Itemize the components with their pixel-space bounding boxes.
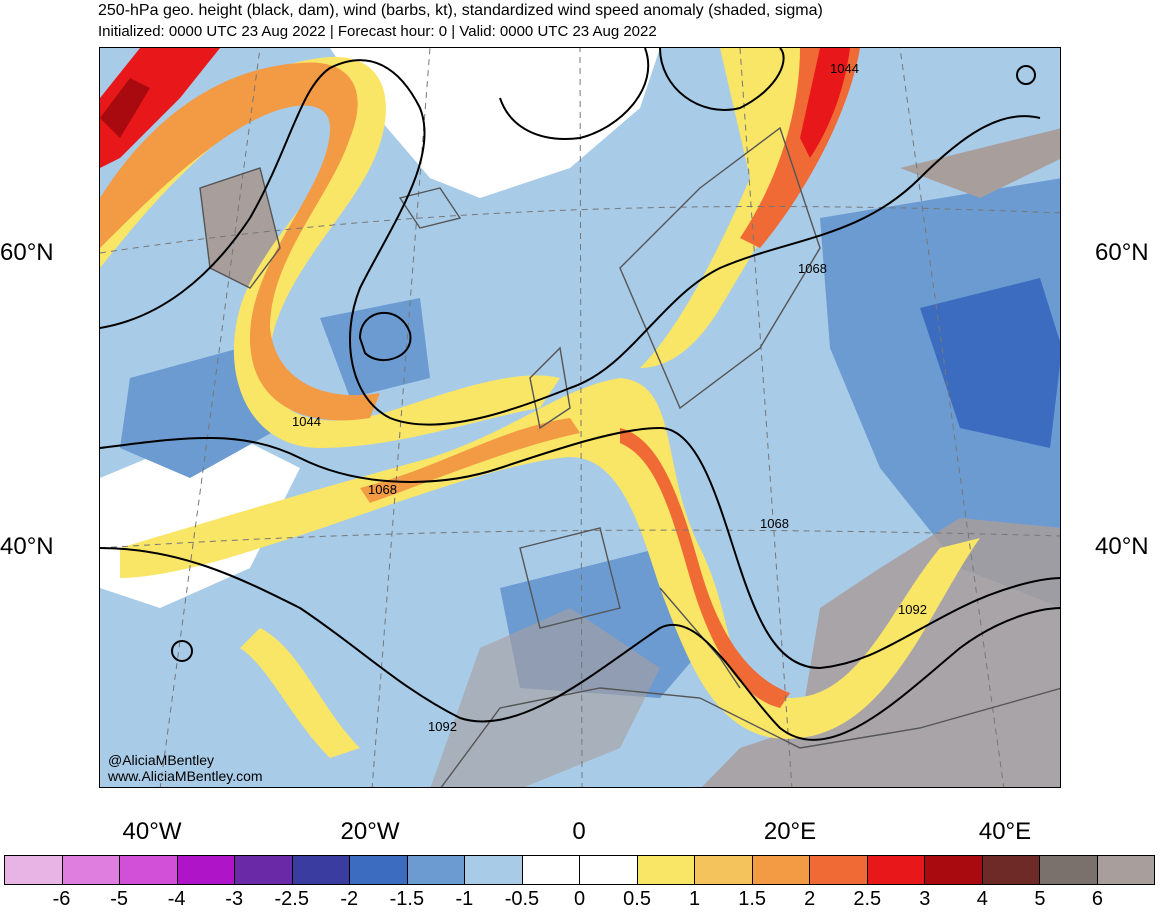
colorbar-tick-label: 3	[919, 888, 931, 910]
neutral-area	[330, 48, 660, 198]
colorbar-tick-label: -6	[52, 888, 71, 910]
contour-label: 1068	[798, 261, 827, 276]
contour-label: 1068	[760, 516, 789, 531]
chart-title: 250-hPa geo. height (black, dam), wind (…	[98, 2, 823, 19]
lat-label-60n-right: 60°N	[1095, 239, 1149, 266]
colorbar-tick-label: -3	[225, 888, 244, 910]
negative-anomaly-area	[320, 298, 430, 398]
map-canvas: 1044 1044 1068 1068 1068 1092 1092	[100, 48, 1060, 787]
colorbar-tick-label: 0	[573, 888, 586, 910]
colorbar-swatch	[292, 856, 350, 884]
lon-label-20w: 20°W	[340, 818, 400, 845]
british-isles-coast	[529, 346, 571, 430]
contour-label: 1092	[898, 602, 927, 617]
colorbar-swatch	[925, 856, 983, 884]
colorbar-tick-label: -2	[340, 888, 359, 910]
contour-1068	[100, 426, 1060, 670]
colorbar-swatch	[982, 856, 1040, 884]
colorbar-swatch	[695, 856, 753, 884]
credit-handle: @AliciaMBentley	[108, 752, 215, 768]
credit-website: www.AliciaMBentley.com	[108, 768, 263, 784]
contour-label: 1068	[368, 482, 397, 497]
colorbar-tick-label: 6	[1091, 888, 1103, 910]
colorbar-swatch	[810, 856, 868, 884]
chart-subtitle: Initialized: 0000 UTC 23 Aug 2022 | Fore…	[98, 23, 657, 40]
grey-area	[430, 608, 660, 787]
scandinavia-coast	[619, 126, 821, 410]
colorbar-swatch	[1097, 856, 1154, 884]
colorbar-tick-label: 0.5	[623, 888, 651, 910]
colorbar-tick-label: 2	[804, 888, 816, 910]
map-panel: 1044 1044 1068 1068 1068 1092 1092	[99, 47, 1061, 788]
lon-label-0: 0	[572, 818, 586, 845]
lat-label-40n-right: 40°N	[1095, 533, 1149, 560]
jet-streak-yellow	[120, 378, 980, 739]
colorbar	[4, 855, 1155, 885]
contour-label-group: 1044 1044 1068 1068 1068 1092 1092	[292, 61, 927, 734]
grey-area	[900, 128, 1060, 198]
contour-label: 1044	[292, 414, 321, 429]
colorbar-tick-label: -1.5	[389, 888, 425, 910]
contour-north	[499, 48, 650, 140]
contour-1092	[100, 547, 1060, 741]
small-contour-circle	[1016, 65, 1036, 85]
longitude-line-0	[579, 48, 583, 787]
jet-streak-orange	[100, 62, 380, 421]
low-center-contour	[358, 311, 412, 362]
colorbar-swatch	[235, 856, 293, 884]
jet-streak-darkred	[100, 78, 150, 138]
colorbar-swatch	[867, 856, 925, 884]
colorbar-swatch	[465, 856, 523, 884]
lon-label-40w: 40°W	[122, 818, 182, 845]
colorbar-tick-label: 5	[1034, 888, 1046, 910]
contour-north-2	[659, 48, 785, 111]
lat-label-40n-left: 40°N	[0, 533, 54, 560]
contour-label: 1044	[830, 61, 859, 76]
contour-label: 1092	[428, 719, 457, 734]
longitude-line-20w	[371, 48, 431, 787]
graticule	[100, 48, 1060, 787]
jet-streak-yellow	[240, 628, 360, 758]
colorbar-swatch	[752, 856, 810, 884]
latitude-line-60n	[100, 205, 1060, 254]
iceland-coast	[398, 187, 462, 229]
colorbar-swatch	[637, 856, 695, 884]
colorbar-tick-label: 4	[976, 888, 988, 910]
colorbar-tick-label: -1	[455, 888, 474, 910]
height-contours	[100, 48, 1060, 741]
negative-anomaly-area	[920, 278, 1060, 448]
colorbar-swatch	[120, 856, 178, 884]
greenland-coast	[199, 167, 281, 289]
negative-anomaly-area	[820, 178, 1060, 608]
lon-label-40e: 40°E	[978, 818, 1032, 845]
colorbar-tick-label: -5	[110, 888, 128, 910]
colorbar-swatch	[62, 856, 120, 884]
colorbar-tick-label: 1	[689, 888, 701, 910]
lon-label-20e: 20°E	[763, 818, 817, 845]
longitude-line-40w	[159, 48, 261, 787]
italy-coast	[659, 587, 741, 689]
colorbar-swatch	[350, 856, 408, 884]
colorbar-tick-label: -0.5	[504, 888, 540, 910]
colorbar-swatch	[522, 856, 580, 884]
lat-label-60n-left: 60°N	[0, 239, 54, 266]
colorbar-tick-label: 1.5	[738, 888, 767, 910]
longitude-line-20e	[739, 48, 793, 787]
colorbar-swatch	[580, 856, 638, 884]
colorbar-tick-label: 2.5	[853, 888, 882, 910]
colorbar-swatch	[1040, 856, 1098, 884]
coastlines	[199, 126, 1060, 787]
iberia-coast	[519, 527, 621, 629]
longitude-line-40e	[899, 48, 1005, 787]
jet-streak-darkred	[800, 48, 850, 158]
latitude-line-40n	[100, 529, 1060, 549]
colorbar-tick-label: -2.5	[274, 888, 309, 910]
contour-1044	[100, 59, 1041, 426]
colorbar-swatch	[5, 856, 63, 884]
north-africa-coast	[440, 687, 1060, 787]
small-contour-circle	[171, 640, 193, 662]
colorbar-swatch	[177, 856, 235, 884]
colorbar-swatch	[407, 856, 465, 884]
colorbar-tick-label: -4	[167, 888, 186, 910]
